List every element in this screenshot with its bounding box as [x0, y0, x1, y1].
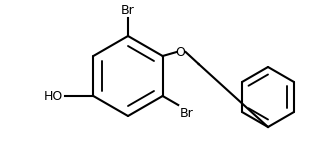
Text: Br: Br: [180, 107, 194, 120]
Text: O: O: [176, 45, 186, 59]
Text: Br: Br: [121, 4, 135, 17]
Text: HO: HO: [44, 90, 63, 102]
